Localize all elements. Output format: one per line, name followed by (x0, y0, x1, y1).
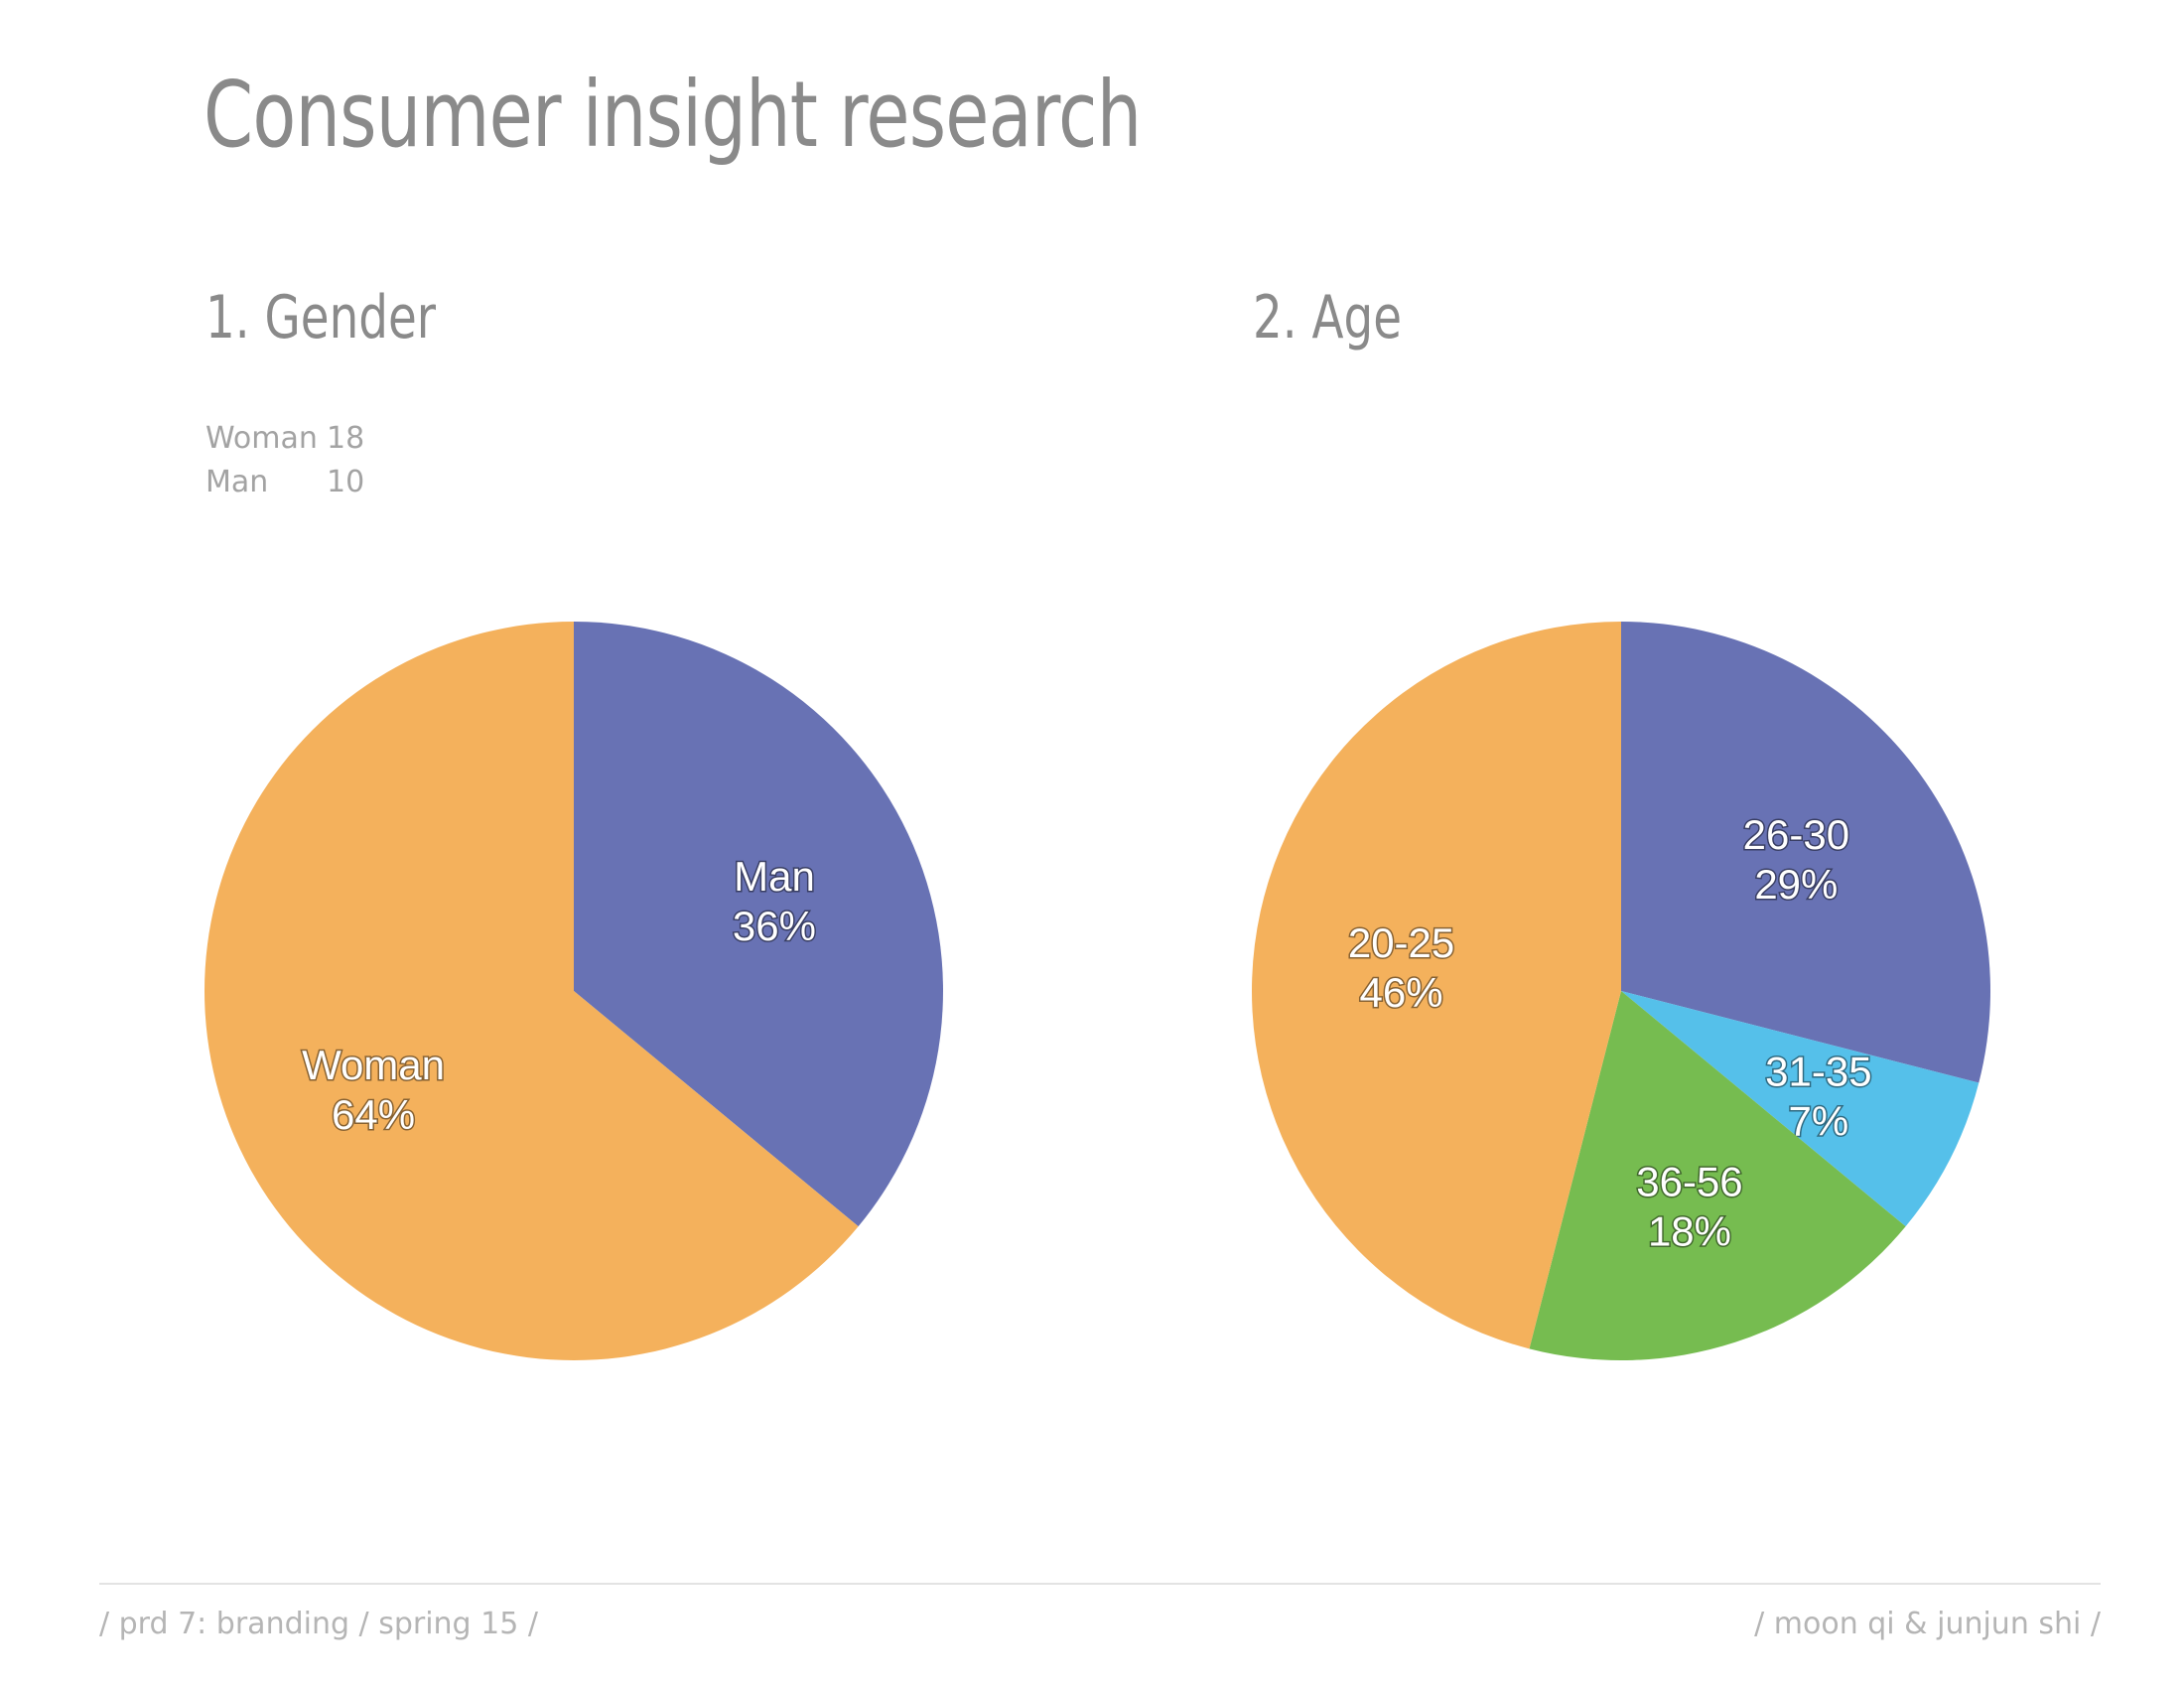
footer-left: / prd 7: branding / spring 15 / (99, 1607, 538, 1641)
footer-right: / moon qi & junjun shi / (1754, 1607, 2101, 1641)
age-heading: 2. Age (1253, 283, 1403, 352)
count-label: Man (205, 465, 269, 499)
pie-slice-man (574, 622, 943, 1227)
slice-label: 20-25 (1348, 919, 1454, 966)
page-title: Consumer insight research (204, 62, 1142, 168)
slice-percent: 46% (1360, 969, 1443, 1016)
gender-heading: 1. Gender (205, 283, 436, 352)
pie-slice-woman (204, 622, 859, 1360)
count-row-woman: Woman 18 (205, 417, 364, 461)
count-row-man: Man 10 (205, 461, 364, 504)
slice-percent: 18% (1648, 1207, 1731, 1254)
count-value: 10 (327, 465, 365, 499)
pie-slice-26-30 (1621, 622, 1990, 1083)
slice-percent: 64% (332, 1091, 415, 1138)
slice-percent: 36% (733, 903, 816, 949)
pie-slice-36-56 (1529, 991, 1906, 1360)
footer-divider (99, 1583, 2101, 1585)
slice-label: 26-30 (1743, 811, 1849, 858)
pie-slice-20-25 (1252, 622, 1621, 1349)
count-value: 18 (327, 421, 365, 456)
slice-label: Man (734, 853, 815, 900)
slice-label: 36-56 (1636, 1158, 1742, 1204)
slice-label: Woman (302, 1042, 445, 1088)
gender-counts: Woman 18 Man 10 (205, 417, 364, 504)
count-label: Woman (205, 421, 318, 456)
slice-label: 31-35 (1765, 1048, 1871, 1094)
pie-slice-31-35 (1621, 991, 1979, 1227)
slice-percent: 29% (1754, 861, 1838, 908)
